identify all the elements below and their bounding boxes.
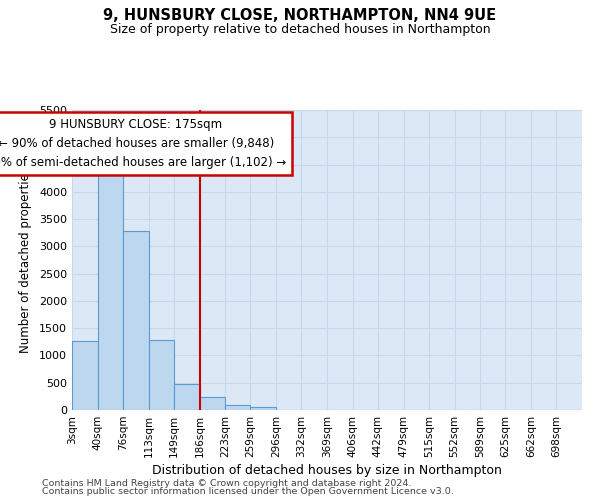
- Text: Contains HM Land Registry data © Crown copyright and database right 2024.: Contains HM Land Registry data © Crown c…: [42, 478, 412, 488]
- Text: 9 HUNSBURY CLOSE: 175sqm
← 90% of detached houses are smaller (9,848)
10% of sem: 9 HUNSBURY CLOSE: 175sqm ← 90% of detach…: [0, 118, 286, 169]
- X-axis label: Distribution of detached houses by size in Northampton: Distribution of detached houses by size …: [152, 464, 502, 477]
- Bar: [225, 405, 250, 410]
- Bar: [250, 407, 276, 410]
- Bar: [149, 340, 174, 410]
- Bar: [123, 230, 149, 410]
- Text: 9, HUNSBURY CLOSE, NORTHAMPTON, NN4 9UE: 9, HUNSBURY CLOSE, NORTHAMPTON, NN4 9UE: [103, 8, 497, 22]
- Bar: [199, 398, 225, 410]
- Bar: [98, 174, 123, 410]
- Text: Contains public sector information licensed under the Open Government Licence v3: Contains public sector information licen…: [42, 487, 454, 496]
- Bar: [174, 384, 199, 410]
- Text: Size of property relative to detached houses in Northampton: Size of property relative to detached ho…: [110, 22, 490, 36]
- Y-axis label: Number of detached properties: Number of detached properties: [19, 167, 32, 353]
- Bar: [72, 340, 98, 410]
